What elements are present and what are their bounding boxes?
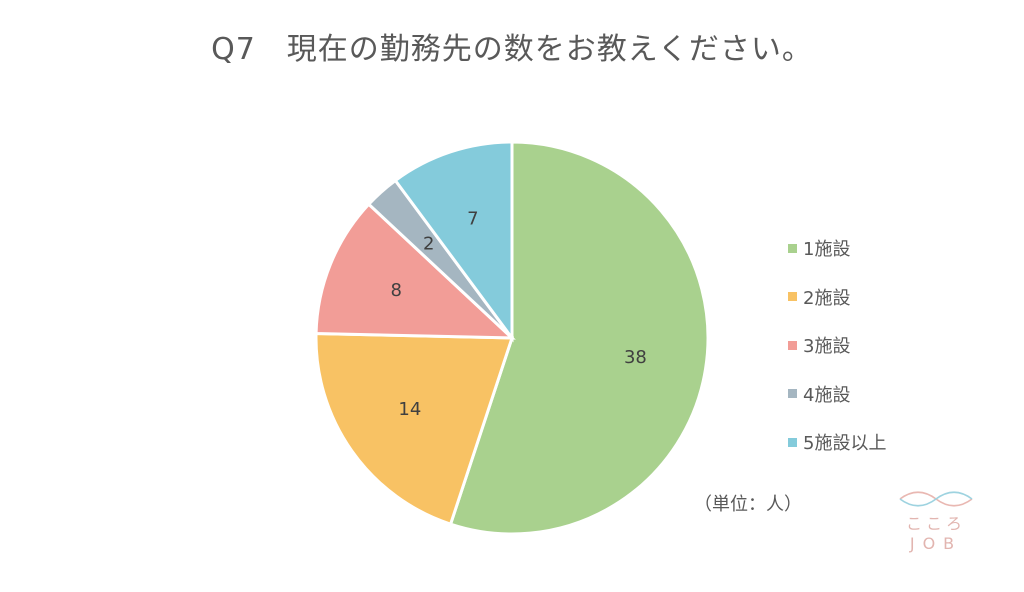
legend-label-4: 4施設 — [803, 384, 851, 406]
logo-text-job: JOB — [909, 534, 963, 553]
chart-title: Q7 現在の勤務先の数をお教えください。 — [211, 32, 813, 67]
legend-label-3: 3施設 — [803, 336, 851, 357]
legend-swatch-4 — [788, 389, 797, 398]
pie-slice-2 — [314, 332, 515, 527]
pie-slice-5 — [393, 140, 514, 343]
legend-item-3: 3施設 — [788, 333, 886, 357]
legend-swatch-5 — [788, 437, 797, 447]
data-label-2: 14 — [398, 399, 421, 420]
kokoro-job-logo: こころ JOB — [898, 488, 978, 564]
legend-item-4: 4施設 — [788, 382, 886, 406]
pie-slice-1 — [448, 140, 710, 536]
legend-item-2: 2施設 — [788, 285, 886, 309]
legend-item-1: 1施設 — [788, 236, 886, 260]
legend-swatch-1 — [788, 243, 797, 253]
legend-label-2: 2施設 — [803, 287, 851, 309]
legend-item-5: 5施設以上 — [788, 430, 886, 454]
logo-wave-icon — [899, 491, 973, 507]
data-label-3: 8 — [391, 280, 402, 301]
data-label-1: 38 — [624, 347, 647, 368]
pie-slice-3 — [314, 202, 516, 340]
unit-note: （単位：人） — [694, 494, 802, 515]
legend-swatch-2 — [788, 292, 797, 301]
legend-swatch-3 — [788, 340, 797, 350]
legend-label-1: 1施設 — [803, 239, 851, 260]
data-label-5: 7 — [467, 208, 478, 229]
chart-legend: 1施設 2施設 3施設 4施設 5施設以上 — [788, 236, 886, 479]
legend-label-5: 5施設以上 — [803, 433, 887, 454]
data-label-4: 2 — [423, 234, 434, 255]
logo-text-kokoro: こころ — [905, 514, 966, 533]
